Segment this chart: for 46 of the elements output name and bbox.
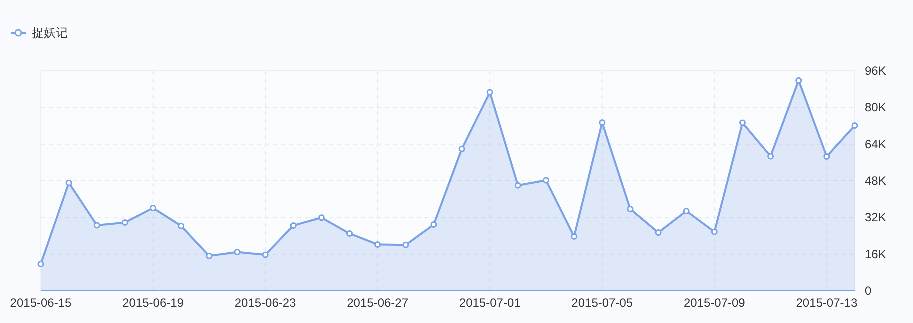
x-tick-label: 2015-07-09 [684, 296, 746, 310]
point [627, 206, 634, 212]
point [178, 222, 185, 230]
point [290, 222, 297, 229]
point [655, 230, 662, 236]
x-tick-label: 2015-06-23 [234, 296, 297, 310]
point [374, 241, 382, 248]
point [824, 153, 830, 160]
x-tick-label: 2015-07-01 [459, 296, 522, 310]
point [66, 180, 72, 186]
point [796, 77, 802, 84]
point [458, 146, 466, 152]
x-tick-label: 2015-07-05 [572, 296, 634, 310]
x-tick-label: 2015-07-13 [796, 296, 858, 310]
point [234, 249, 241, 256]
point [486, 89, 494, 96]
point [739, 120, 746, 126]
y-tick-label: 64K [865, 137, 886, 152]
x-tick-label: 2015-06-19 [122, 296, 184, 310]
point [599, 120, 606, 126]
point [206, 252, 213, 260]
x-tick-label: 2015-06-15 [10, 296, 72, 310]
point [430, 222, 438, 228]
point [262, 252, 269, 258]
point [402, 242, 410, 248]
y-tick-label: 80K [865, 100, 886, 115]
point [542, 177, 550, 184]
point [38, 260, 44, 268]
point [711, 228, 718, 236]
y-tick-label: 0 [865, 284, 872, 298]
point [346, 230, 354, 237]
point [122, 219, 128, 226]
y-tick-label: 48K [865, 174, 886, 188]
x-tick-label: 2015-06-27 [347, 296, 409, 310]
y-tick-label: 96K [865, 64, 886, 78]
point [852, 122, 858, 130]
point [768, 153, 774, 160]
y-tick-label: 16K [865, 247, 886, 262]
point [94, 222, 100, 229]
point [514, 182, 522, 189]
legend-label: 捉妖记 [32, 26, 68, 40]
point [683, 208, 690, 214]
point [318, 214, 325, 222]
point [150, 205, 157, 212]
y-tick-label: 32K [865, 210, 886, 225]
point [571, 233, 578, 240]
